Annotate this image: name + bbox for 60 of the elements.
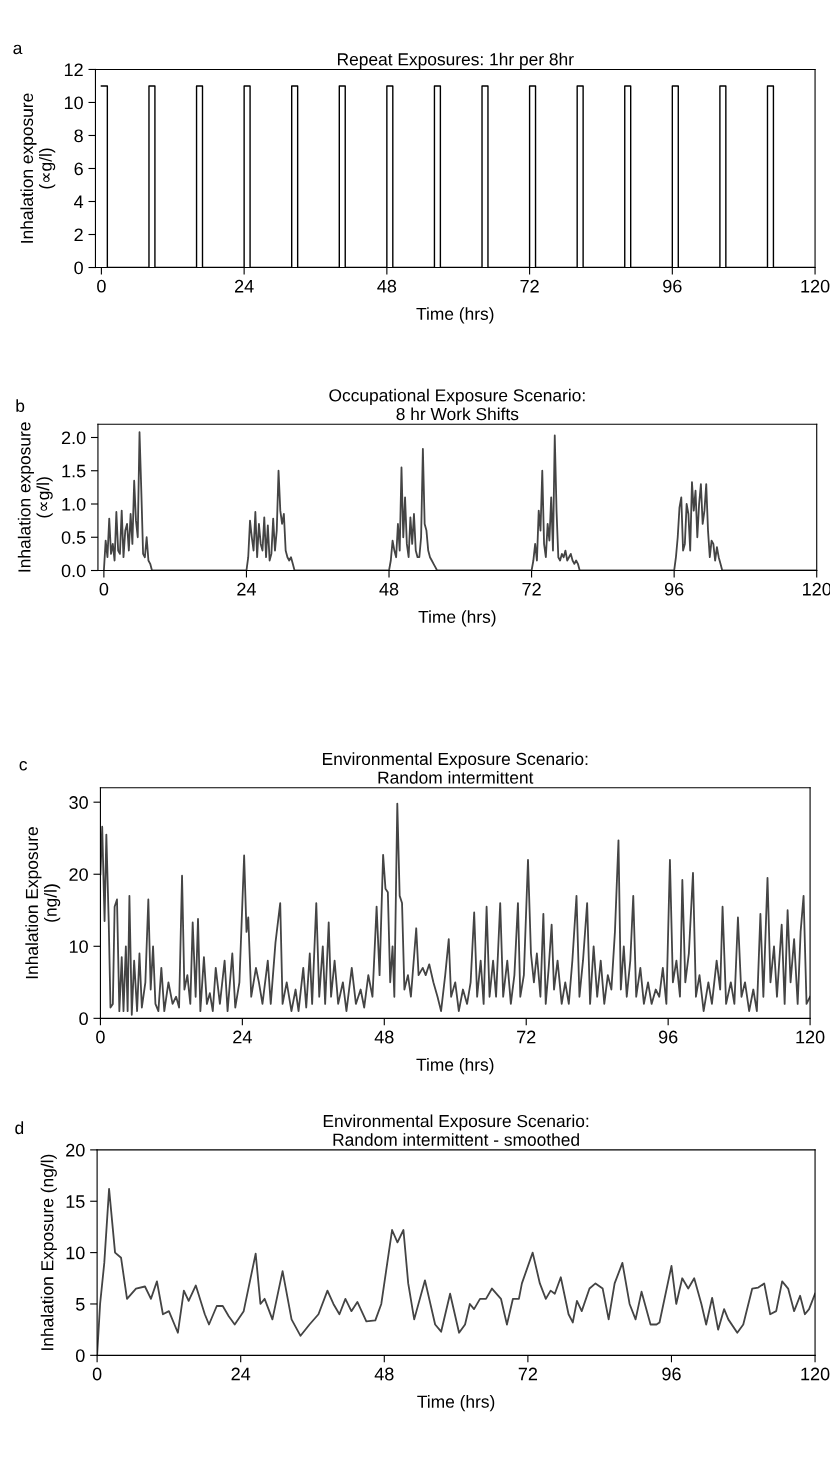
x-tick-label: 24 [233,1030,252,1044]
x-axis-title: Time (hrs) [418,610,496,627]
x-tick-label: 72 [522,582,541,596]
y-tick-label: 2.0 [61,431,86,445]
text: b [16,399,25,412]
chart-title: Environmental Exposure Scenario: Random intermittent [323,752,588,784]
x-tick-label: 24 [231,1367,251,1381]
y-tick-label: 20 [66,1143,85,1157]
x-tick-label: 96 [662,1367,681,1381]
x-tick-label: 96 [664,582,684,596]
y-tick-label: 0 [75,1349,85,1363]
y-tick-label: 6 [74,162,83,176]
x-tick-label: 0 [99,582,109,596]
x-tick-label: 96 [663,279,682,293]
x-tick-label: 48 [379,582,399,596]
y-axis-title: Inhalation Exposure (ng/l) [25,827,61,979]
x-tick-label: 48 [374,1367,394,1381]
x-tick-label: 0 [97,279,106,293]
y-tick-label: 0 [74,261,83,275]
y-tick-label: 2 [74,228,83,242]
y-tick-label: 5 [75,1298,85,1311]
x-tick-label: 48 [377,279,397,293]
y-tick-label: 0.0 [61,564,86,578]
text: d [15,1121,24,1135]
x-tick-label: 72 [517,1030,536,1044]
chart-title: Repeat Exposures: 1hr per 8hr [337,52,574,69]
y-tick-label: 1.0 [62,497,86,511]
chart-title: Environmental Exposure Scenario: Random intermittent - smoothed [323,1114,589,1146]
y-tick-label: 12 [64,63,83,77]
y-axis-title: Inhalation Exposure (ng/l) [40,1154,57,1350]
x-tick-label: 72 [520,279,539,293]
y-tick-label: 10 [69,940,88,954]
x-axis-title: Time (hrs) [416,1058,494,1075]
x-tick-label: 120 [801,279,830,293]
x-tick-label: 0 [92,1367,102,1381]
x-tick-label: 120 [796,1030,825,1044]
y-tick-label: 8 [74,129,83,143]
x-tick-label: 48 [374,1030,394,1044]
y-tick-label: 30 [69,796,88,809]
y-tick-label: 0.5 [61,531,86,544]
text: a [13,44,23,55]
y-axis-title: Inhalation exposure (∝g/l) [17,422,53,572]
y-tick-label: 20 [69,868,88,881]
x-axis-title: Time (hrs) [416,307,494,324]
y-tick-label: 10 [66,1246,85,1260]
x-tick-label: 24 [235,279,254,293]
x-tick-label: 24 [237,582,256,596]
y-tick-label: 1.5 [62,464,86,478]
y-tick-label: 10 [64,96,83,110]
chart-title: Occupational Exposure Scenario: 8 hr Work Shifts [329,388,585,421]
y-tick-label: 0 [79,1012,88,1026]
x-tick-label: 96 [658,1030,678,1044]
y-axis-title: Inhalation exposure (∝g/l) [20,93,56,243]
x-tick-label: 120 [801,1367,830,1381]
text: c [19,761,28,771]
x-axis-title: Time (hrs) [417,1395,495,1412]
y-tick-label: 15 [66,1195,85,1208]
x-tick-label: 0 [96,1030,105,1044]
x-tick-label: 72 [518,1367,538,1381]
y-tick-label: 4 [74,195,84,209]
